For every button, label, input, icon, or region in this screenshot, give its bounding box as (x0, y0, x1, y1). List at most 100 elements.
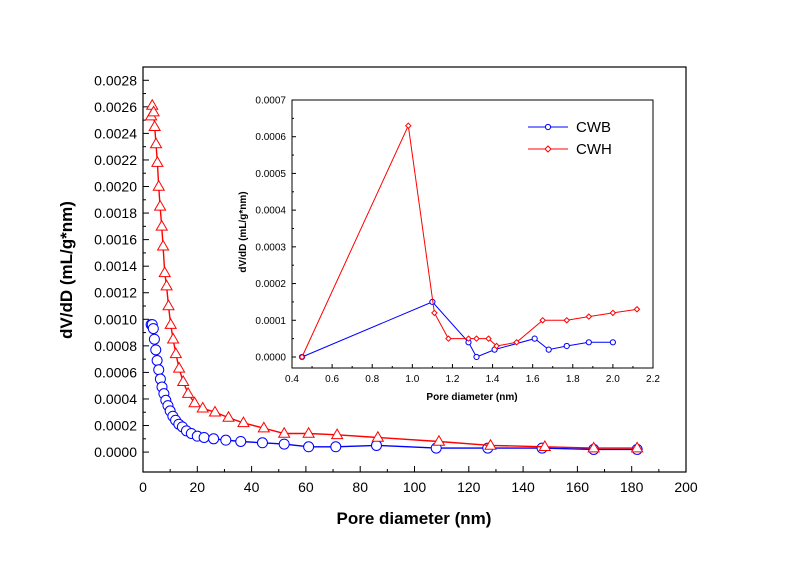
inset-x-tick-label: 0.8 (365, 374, 379, 385)
inset-y-tick-label: 0.0002 (255, 279, 286, 290)
inset-point-cwh (633, 305, 641, 313)
inset-point-cwb (609, 339, 616, 346)
main-x-tick-label: 160 (566, 479, 590, 495)
main-x-tick-label: 120 (457, 479, 481, 495)
inset-y-tick-label: 0.0003 (255, 242, 286, 253)
main-point-cwb (303, 441, 315, 453)
main-y-tick-label: 0.0008 (94, 338, 137, 354)
inset-x-tick-label: 2.0 (606, 374, 620, 385)
main-x-tick-label: 80 (352, 479, 368, 495)
main-y-tick-label: 0.0014 (94, 258, 137, 274)
main-point-cwh (630, 441, 644, 453)
legend-entry-cwh: CWH (528, 141, 612, 158)
main-x-tick-label: 0 (139, 479, 147, 495)
main-point-cwb (198, 431, 210, 443)
main-chart: 0 20 40 60 80 100 120 140 160 180 200 0.0000 0.0002… (57, 66, 698, 528)
inset-point-cwh (431, 309, 438, 317)
main-y-tick-label: 0.0024 (94, 125, 137, 141)
main-y-ticks: 0.0000 0.0002 0.0004 0.0006 0.0008 0.0010 0.00… (94, 72, 149, 460)
main-point-cwb (153, 364, 165, 376)
inset-y-tick-label: 0.0000 (255, 352, 286, 363)
main-point-cwh (257, 421, 271, 433)
main-point-cwh (302, 426, 315, 438)
main-point-cwb (256, 437, 268, 449)
inset-point-cwh (585, 313, 593, 320)
main-y-tick-label: 0.0026 (94, 99, 137, 115)
main-y-tick-label: 0.0004 (94, 391, 137, 407)
main-point-cwh (587, 441, 601, 453)
main-series-line-cwh (150, 105, 638, 449)
inset-x-tick-label: 1.8 (566, 374, 580, 385)
main-point-cwh (188, 396, 201, 408)
main-point-cwh (330, 428, 344, 440)
main-y-tick-label: 0.0020 (94, 179, 137, 195)
inset-point-cwh (563, 316, 571, 324)
main-y-tick-label: 0.0016 (94, 232, 137, 248)
inset-x-tick-label: 0.4 (285, 374, 299, 385)
main-point-cwh (208, 405, 222, 417)
main-x-axis-label: Pore diameter (nm) (337, 509, 492, 528)
main-point-cwh (169, 347, 183, 359)
inset-series-line-cwh (301, 123, 638, 358)
main-point-cwh (484, 438, 497, 450)
inset-x-tick-label: 0.6 (325, 374, 339, 385)
main-y-tick-label: 0.0012 (94, 285, 137, 301)
main-x-tick-label: 180 (620, 479, 644, 495)
inset-x-ticks: 0.4 0.6 0.8 1.0 1.2 1.4 1.6 1.8 2.0 2.2 (285, 364, 660, 385)
legend-entry-cwb: CWB (528, 119, 611, 136)
main-point-cwh (538, 440, 552, 452)
main-point-cwb (208, 433, 220, 445)
inset-point-cwh (513, 338, 520, 346)
main-point-cwh (147, 105, 160, 117)
legend-label-cwh: CWH (576, 141, 612, 158)
main-point-cwb (148, 333, 160, 345)
legend-label-cwb: CWB (576, 119, 611, 136)
main-point-cwb (278, 438, 290, 450)
main-y-tick-label: 0.0000 (94, 444, 137, 460)
inset-x-tick-label: 1.6 (526, 374, 540, 385)
inset-x-tick-label: 1.4 (486, 374, 500, 385)
legend-marker-cwb (544, 123, 552, 131)
main-point-cwh (172, 361, 186, 373)
main-point-cwh (156, 239, 170, 251)
main-point-cwh (371, 430, 385, 442)
main-series (144, 98, 644, 455)
main-point-cwh (237, 416, 250, 428)
inset-y-tick-label: 0.0001 (255, 316, 286, 327)
inset-y-tick-label: 0.0007 (255, 96, 286, 107)
inset-point-cwh (609, 309, 617, 317)
main-x-tick-label: 40 (244, 479, 260, 495)
inset-point-cwb (585, 339, 592, 346)
main-point-cwh (176, 374, 190, 386)
main-point-cwh (196, 401, 210, 413)
inset-y-axis-label: dV/dD (mL/g*nm) (238, 191, 249, 272)
main-x-tick-label: 200 (674, 479, 698, 495)
main-point-cwh (162, 299, 175, 311)
inset-x-axis-label: Pore diameter (nm) (426, 392, 517, 403)
inset-point-cwb (563, 342, 570, 350)
inset-point-cwh (465, 335, 472, 342)
inset-point-cwh (445, 335, 452, 342)
inset-series-line-cwb (301, 301, 613, 358)
main-x-tick-label: 140 (511, 479, 535, 495)
inset-point-cwh (473, 335, 480, 342)
main-x-ticks: 0 20 40 60 80 100 120 140 160 180 200 (139, 466, 698, 495)
main-point-cwh (148, 120, 162, 132)
legend-marker-cwh (544, 145, 552, 153)
main-point-cwh (158, 266, 172, 278)
inset-series (298, 122, 641, 361)
main-point-cwh (277, 426, 291, 438)
main-point-cwh (155, 219, 169, 231)
main-point-cwh (160, 279, 173, 291)
inset-point-cwh (298, 353, 306, 361)
inset-point-cwb (473, 353, 480, 361)
main-point-cwh (166, 332, 180, 344)
inset-point-cwb (531, 335, 538, 342)
main-point-cwb (220, 434, 232, 446)
inset-x-tick-label: 1.2 (445, 374, 459, 385)
inset-y-tick-label: 0.0006 (255, 132, 286, 143)
inset-y-tick-label: 0.0005 (255, 169, 286, 180)
main-y-tick-label: 0.0018 (94, 205, 137, 221)
main-point-cwb (150, 344, 162, 356)
